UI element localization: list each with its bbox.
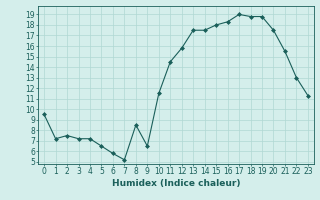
X-axis label: Humidex (Indice chaleur): Humidex (Indice chaleur) — [112, 179, 240, 188]
